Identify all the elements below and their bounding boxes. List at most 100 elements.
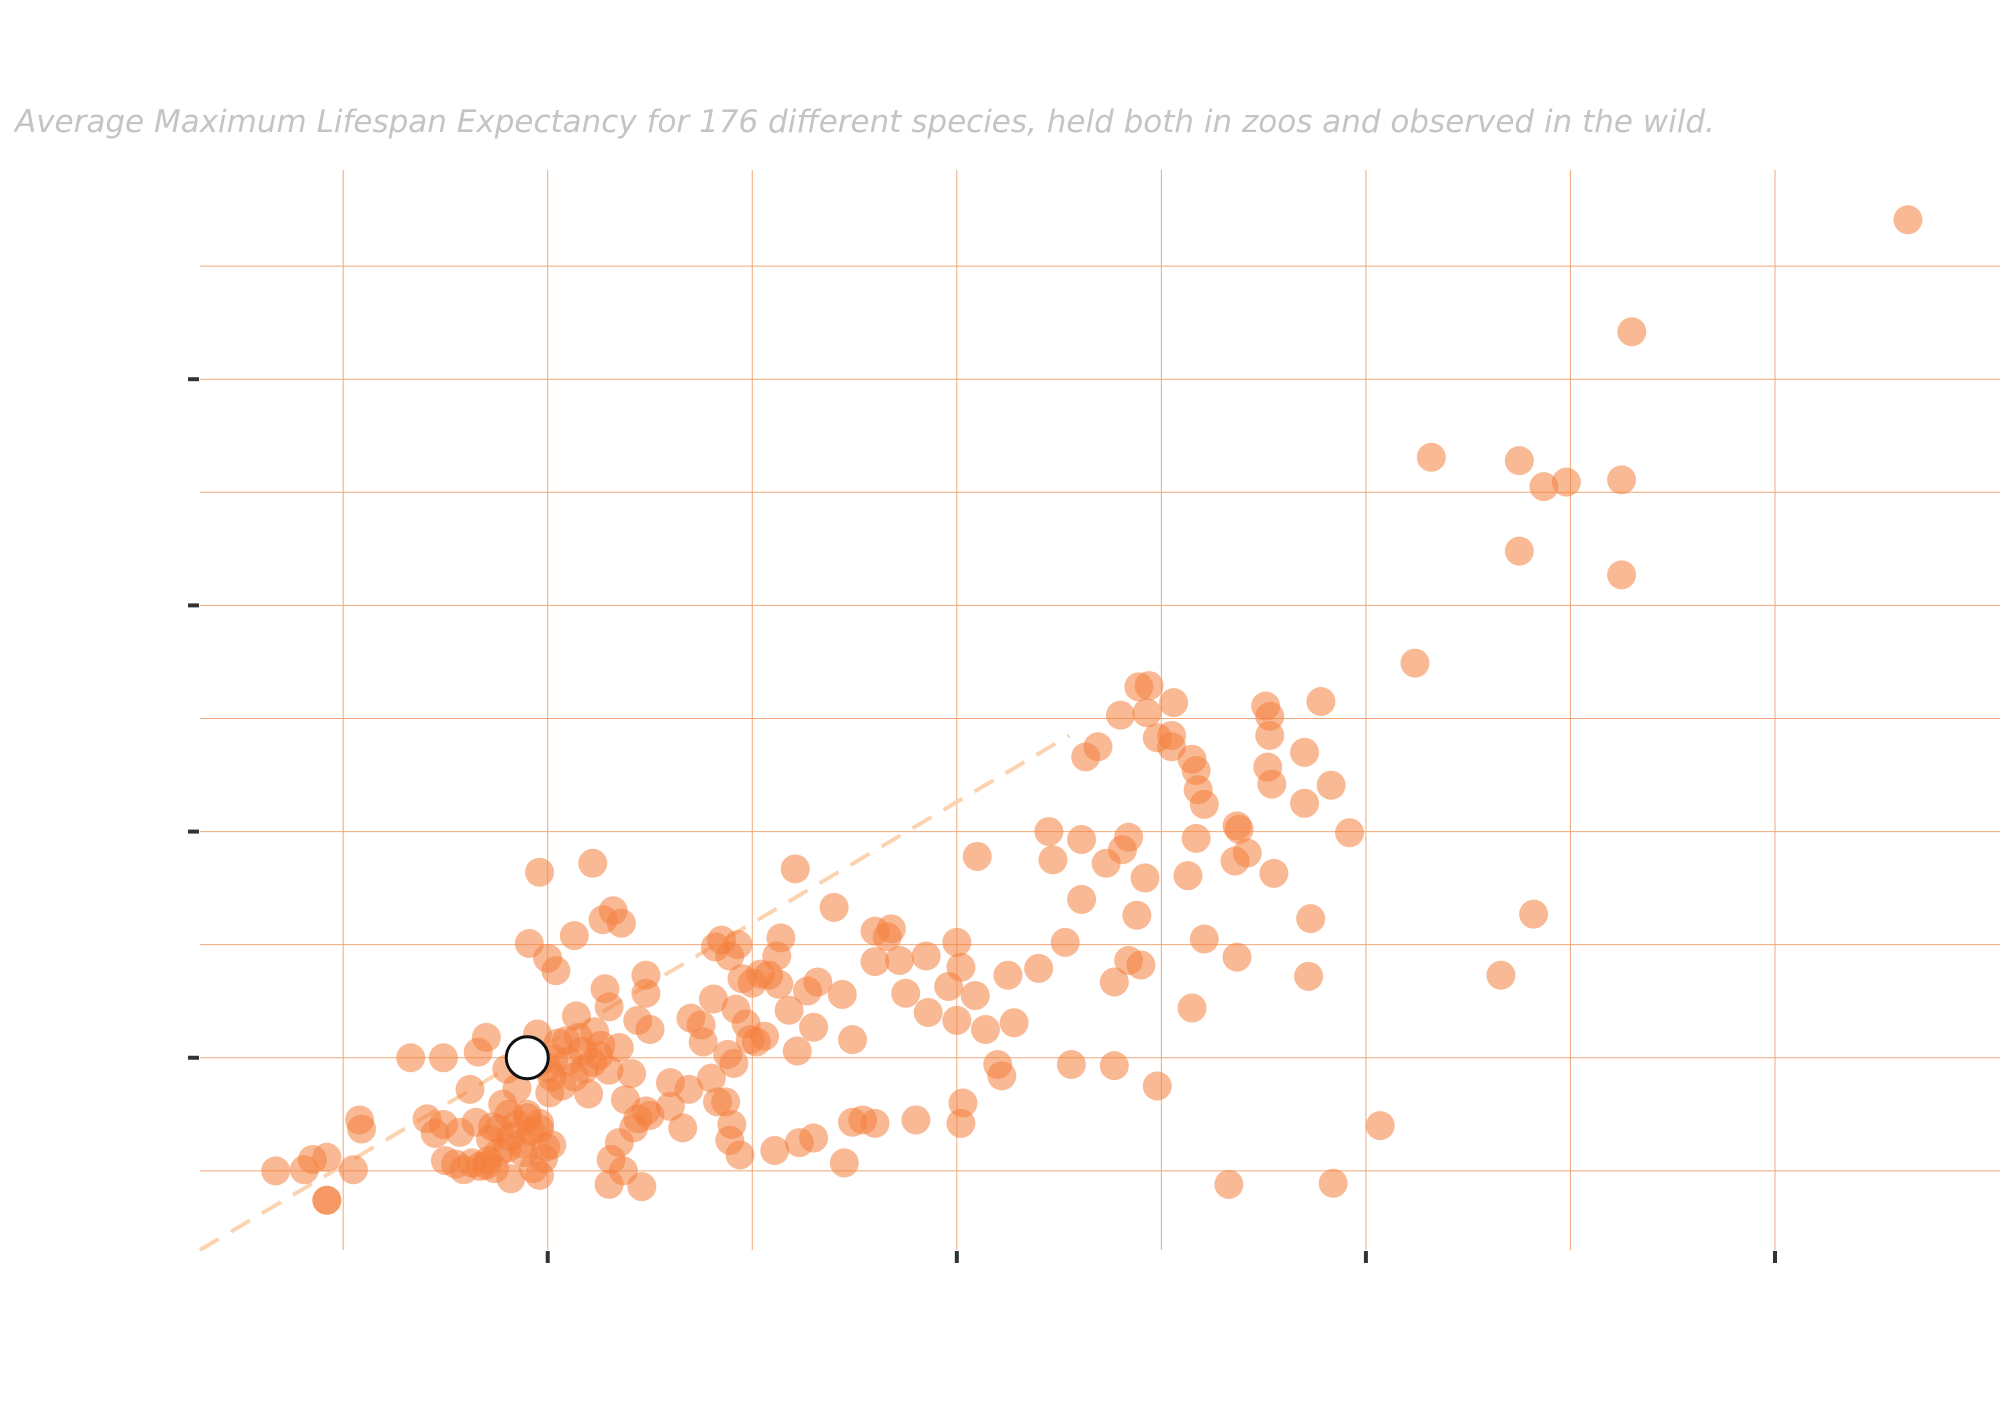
data-point-190 (1056, 1050, 1086, 1080)
data-point-66 (574, 1079, 604, 1109)
data-point-174 (1181, 823, 1211, 853)
data-point-142 (1296, 904, 1326, 934)
data-point-195 (901, 1105, 931, 1135)
data-point-175 (1067, 824, 1097, 854)
data-point-184 (1519, 899, 1549, 929)
data-point-152 (1105, 700, 1135, 730)
data-point-187 (1214, 1169, 1244, 1199)
data-point-156 (1173, 861, 1203, 891)
data-point-115 (827, 979, 857, 1009)
data-point-76 (635, 1014, 665, 1044)
data-point-134 (1050, 927, 1080, 957)
data-point-126 (942, 927, 972, 957)
data-point-164 (1257, 769, 1287, 799)
data-point-179 (1183, 775, 1213, 805)
chart-subtitle: Average Maximum Lifespan Expectancy for … (15, 104, 1715, 140)
data-point-8 (347, 1114, 377, 1144)
data-point-144 (1290, 737, 1320, 767)
data-point-123 (911, 941, 941, 971)
data-point-140 (1177, 993, 1207, 1023)
data-point-85 (606, 908, 636, 938)
data-point-228 (1504, 446, 1534, 476)
data-points (261, 205, 1923, 1215)
data-point-191 (1099, 1051, 1129, 1081)
data-point-223 (537, 1130, 567, 1160)
data-point-163 (1224, 814, 1254, 844)
data-point-92 (723, 930, 753, 960)
data-point-3 (338, 1155, 368, 1185)
data-point-79 (578, 848, 608, 878)
data-point-113 (803, 967, 833, 997)
data-point-171 (1034, 817, 1064, 847)
data-point-36 (463, 1037, 493, 1067)
data-point-80 (559, 921, 589, 951)
data-point-160 (1259, 858, 1289, 888)
data-point-129 (960, 981, 990, 1011)
data-point-122 (885, 945, 915, 975)
data-point-165 (1335, 818, 1365, 848)
data-point-125 (913, 998, 943, 1028)
data-point-172 (1067, 884, 1097, 914)
data-point-88 (698, 984, 728, 1014)
data-point-108 (735, 1025, 765, 1055)
data-point-139 (1222, 942, 1252, 972)
data-point-216 (780, 854, 810, 884)
data-point-107 (719, 1048, 749, 1078)
data-point-9 (396, 1043, 426, 1073)
data-point-133 (1024, 953, 1054, 983)
data-point-218 (715, 1125, 745, 1155)
data-point-10 (428, 1043, 458, 1073)
data-point-114 (799, 1012, 829, 1042)
data-point-141 (1294, 961, 1324, 991)
data-point-202 (760, 1135, 790, 1165)
axis-ticks (188, 377, 1777, 1263)
data-point-200 (829, 1148, 859, 1178)
data-point-101 (774, 995, 804, 1025)
data-point-120 (860, 947, 890, 977)
data-point-232 (1504, 536, 1534, 566)
highlight-layer (504, 1035, 550, 1081)
data-point-75 (631, 978, 661, 1008)
data-point-230 (1551, 467, 1581, 497)
data-point-138 (1189, 924, 1219, 954)
data-point-186 (1365, 1111, 1395, 1141)
data-point-39 (471, 1150, 501, 1180)
data-point-111 (762, 941, 792, 971)
data-point-131 (993, 960, 1023, 990)
data-point-192 (1142, 1071, 1172, 1101)
data-point-0 (261, 1156, 291, 1186)
data-point-229 (1529, 472, 1559, 502)
data-point-42 (461, 1107, 491, 1137)
data-point-201 (784, 1128, 814, 1158)
data-point-37 (455, 1074, 485, 1104)
data-point-135 (1099, 967, 1129, 997)
data-point-44 (525, 1108, 555, 1138)
data-point-226 (596, 1145, 626, 1175)
data-point-104 (696, 1063, 726, 1093)
data-point-173 (1122, 900, 1152, 930)
data-point-169 (962, 841, 992, 871)
data-point-217 (946, 1108, 976, 1138)
data-point-198 (848, 1105, 878, 1135)
data-point-183 (1255, 701, 1285, 731)
data-point-130 (970, 1014, 1000, 1044)
data-point-168 (1306, 687, 1336, 717)
data-point-148 (1159, 688, 1189, 718)
data-point-21 (496, 1164, 526, 1194)
data-point-69 (604, 1033, 634, 1063)
data-point-158 (1114, 822, 1144, 852)
data-point-215 (942, 1005, 972, 1035)
data-point-112 (782, 1036, 812, 1066)
data-point-121 (876, 914, 906, 944)
data-point-124 (891, 978, 921, 1008)
data-point-117 (819, 892, 849, 922)
data-point-6 (298, 1145, 327, 1175)
data-point-188 (1318, 1168, 1348, 1198)
data-point-150 (1134, 671, 1164, 701)
data-point-128 (934, 972, 964, 1002)
data-point-4 (312, 1185, 342, 1215)
data-point-227 (1416, 442, 1446, 472)
data-point-103 (688, 1027, 718, 1057)
data-point-132 (999, 1008, 1029, 1038)
